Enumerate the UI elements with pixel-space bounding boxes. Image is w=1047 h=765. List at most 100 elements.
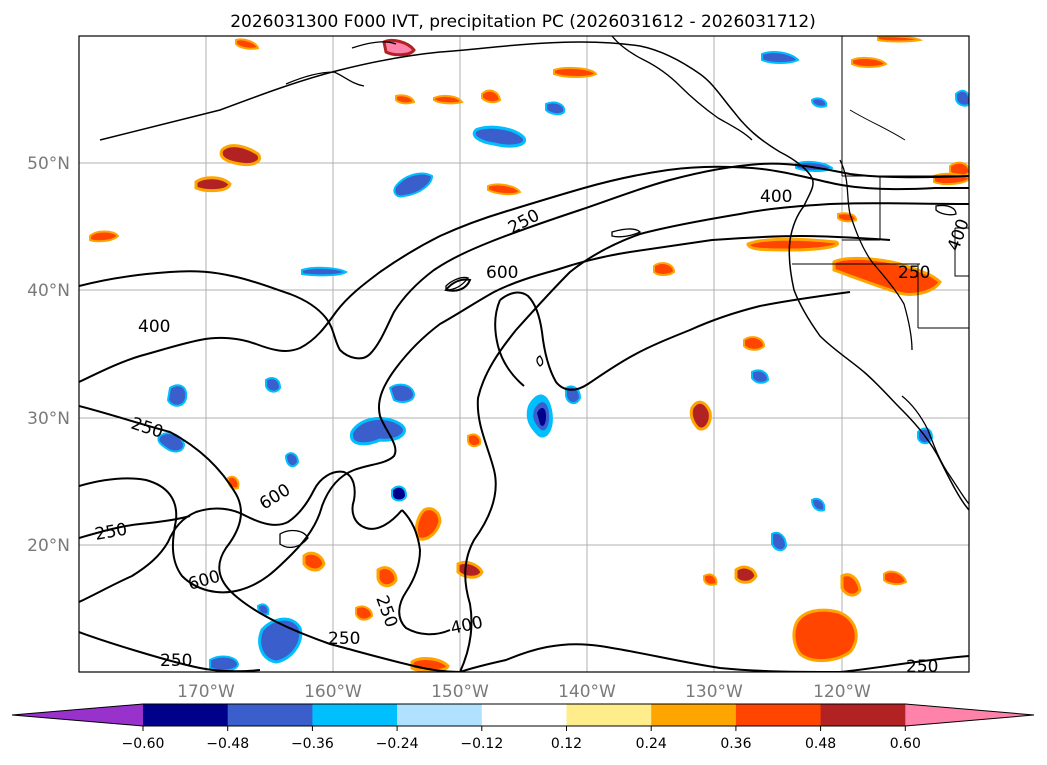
ivt-contour-small (444, 278, 472, 292)
contour-label: 250 (898, 263, 930, 283)
precip-positive-blob (553, 66, 598, 78)
ivt-contour-mid2 (494, 299, 525, 387)
precip-positive-blob (235, 38, 260, 50)
colorbar-segment (735, 704, 822, 726)
colorbar-tick-label: 0.24 (636, 736, 667, 752)
precip-negative-blob (265, 377, 282, 393)
precip-positive-blob (194, 176, 232, 193)
contour-label: 250 (328, 629, 360, 649)
precip-negative-blob (166, 384, 188, 407)
colorbar-tick-label: −0.24 (376, 736, 419, 752)
precip-positive-blob (219, 144, 261, 166)
ivt-contour-mid (499, 291, 851, 391)
ivt-contour-400-upper (79, 165, 969, 383)
colorbar-ticks: −0.60 −0.48 −0.36 −0.24 −0.12 0.12 0.24 0.36 0.4… (122, 726, 921, 752)
precip-negative-blob (301, 266, 348, 277)
precip-negative-blob (388, 383, 416, 403)
colorbar-segment (312, 704, 398, 726)
lon-label: 160°W (304, 682, 362, 702)
contour-label: 400 (760, 187, 792, 207)
precip-positive-blob (467, 433, 482, 448)
longitude-labels: 170°W 160°W 150°W 140°W 130°W 120°W (177, 682, 871, 702)
ivt-contour-bottom-left (79, 631, 261, 672)
precip-positive-blob (414, 507, 442, 541)
precip-positive-blob (487, 183, 522, 196)
lon-label: 150°W (431, 682, 489, 702)
precip-negative-blob (284, 452, 300, 468)
colorbar-segment (820, 704, 906, 726)
figure-title: 2026031300 F000 IVT, precipitation PC (2… (230, 12, 816, 32)
precip-negative-blob (209, 655, 240, 672)
lon-label: 120°W (813, 682, 871, 702)
lon-label: 130°W (685, 682, 743, 702)
coastlines (99, 36, 969, 549)
ivt-contour-250-outer (79, 202, 969, 672)
precip-positive-blob (703, 573, 718, 586)
colorbar-segment (397, 704, 483, 726)
precip-negative-blob (537, 407, 546, 426)
precip-positive-blob (382, 38, 416, 57)
precip-negative-blob (545, 101, 566, 116)
colorbar-segment (481, 704, 567, 726)
lat-label: 50°N (27, 154, 70, 174)
colorbar-tick-label: −0.60 (122, 736, 165, 752)
precip-positive-blob (837, 212, 858, 223)
colorbar-extend-min (12, 704, 143, 726)
precip-negative-blob (761, 51, 800, 64)
map-panel: 400 250 600 400 250 250 600 250 600 250 … (27, 35, 970, 702)
precip-positive-blob (355, 605, 374, 621)
precip-positive-blob (395, 94, 416, 105)
colorbar-segment (651, 704, 737, 726)
precip-negative-blob (955, 89, 969, 107)
precip-anomalies (89, 36, 969, 672)
colorbar-tick-label: 0.36 (720, 736, 751, 752)
precip-negative-blob (810, 97, 828, 108)
lat-label: 30°N (27, 409, 70, 429)
precip-negative-blob (472, 125, 527, 148)
precip-negative-blob (393, 172, 434, 198)
lon-label: 170°W (177, 682, 235, 702)
precip-positive-blob (89, 230, 120, 243)
precip-negative-blob (256, 603, 270, 616)
precip-negative-blob (751, 369, 770, 384)
colorbar-tick-label: 0.12 (551, 736, 582, 752)
ivt-contour-left-250 (79, 515, 191, 539)
ivt-contour-400-lower (79, 470, 451, 636)
precip-positive-blob (302, 551, 326, 572)
precip-positive-blob (481, 89, 502, 104)
colorbar-tick-label: −0.12 (460, 736, 503, 752)
precip-negative-blob (810, 497, 826, 512)
colorbar-tick-label: 0.48 (805, 736, 836, 752)
colorbar-segment (143, 704, 229, 726)
precip-negative-blob (391, 485, 408, 502)
ivt-contour-250-upper (79, 162, 969, 360)
contour-label: 250 (906, 657, 938, 677)
map-frame (78, 35, 970, 673)
ivt-contours (79, 162, 969, 672)
colorbar-tick-label: 0.60 (890, 736, 921, 752)
precip-positive-blob (792, 608, 858, 662)
precip-positive-blob (689, 400, 712, 431)
precip-positive-blob (851, 56, 888, 68)
colorbar: −0.60 −0.48 −0.36 −0.24 −0.12 0.12 0.24 0.36 0.4… (11, 703, 1035, 752)
precip-positive-blob (883, 570, 908, 586)
lat-label: 40°N (27, 281, 70, 301)
contour-label: 400 (138, 317, 170, 337)
lat-label: 20°N (27, 536, 70, 556)
colorbar-tick-label: −0.36 (291, 736, 334, 752)
precip-positive-blob (734, 565, 758, 584)
contour-label: 250 (160, 651, 192, 671)
precip-negative-blob (258, 617, 303, 664)
precip-positive-blob (743, 336, 766, 351)
precip-positive-blob (840, 573, 862, 597)
colorbar-tick-label: −0.48 (206, 736, 249, 752)
colorbar-segment (227, 704, 313, 726)
contour-label: 600 (486, 263, 518, 283)
precip-positive-blob (433, 94, 464, 105)
lon-label: 140°W (558, 682, 616, 702)
precip-positive-blob (376, 566, 398, 588)
colorbar-segments (11, 703, 1035, 727)
precip-positive-blob (832, 256, 942, 296)
ivt-contour-600 (79, 234, 891, 594)
